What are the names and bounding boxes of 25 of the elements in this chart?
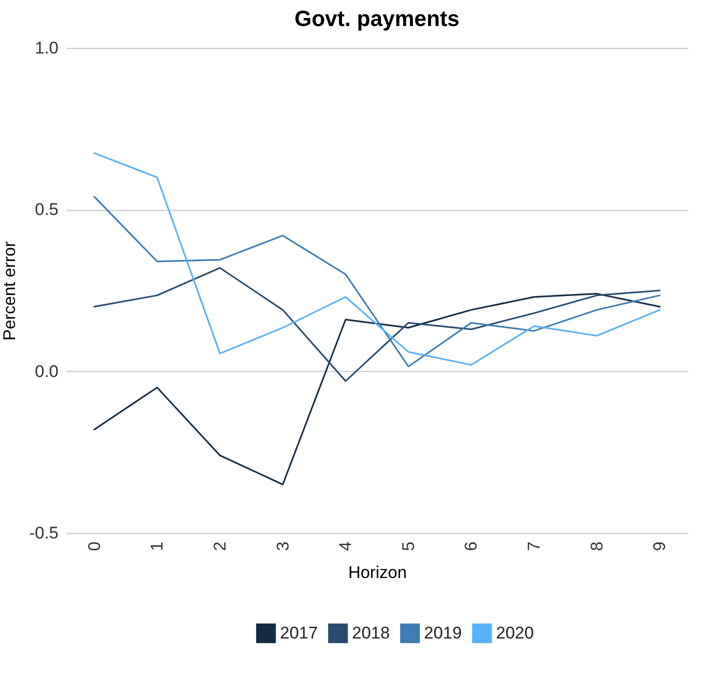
- x-tick-label: 5: [398, 542, 418, 551]
- legend-label: 2020: [496, 623, 534, 642]
- line-series: [93, 152, 661, 366]
- y-tick-label: 0.5: [34, 200, 58, 220]
- x-tick-label: 6: [462, 542, 481, 551]
- line-series: [93, 292, 661, 486]
- chart-title: Govt. payments: [294, 6, 460, 31]
- line-series: [93, 267, 661, 382]
- x-tick-label: 2: [210, 542, 230, 551]
- legend-label: 2019: [424, 623, 462, 642]
- x-axis-title: Horizon: [348, 562, 407, 582]
- legend-label: 2017: [280, 623, 318, 642]
- x-tick-label: 0: [84, 542, 104, 551]
- y-tick-label: 1.0: [34, 38, 58, 58]
- legend-label: 2018: [352, 623, 390, 642]
- y-axis-title: Percent error: [0, 241, 20, 341]
- y-tick-label: 0.0: [34, 362, 58, 381]
- x-tick-label: 8: [587, 542, 606, 551]
- x-tick-label: 7: [524, 542, 544, 551]
- x-tick-label: 4: [336, 542, 356, 551]
- x-tick-label: 3: [273, 542, 292, 551]
- line-series: [93, 196, 661, 368]
- x-tick-label: 9: [650, 542, 670, 551]
- y-tick-label: -0.5: [29, 524, 58, 542]
- x-tick-label: 1: [148, 542, 167, 551]
